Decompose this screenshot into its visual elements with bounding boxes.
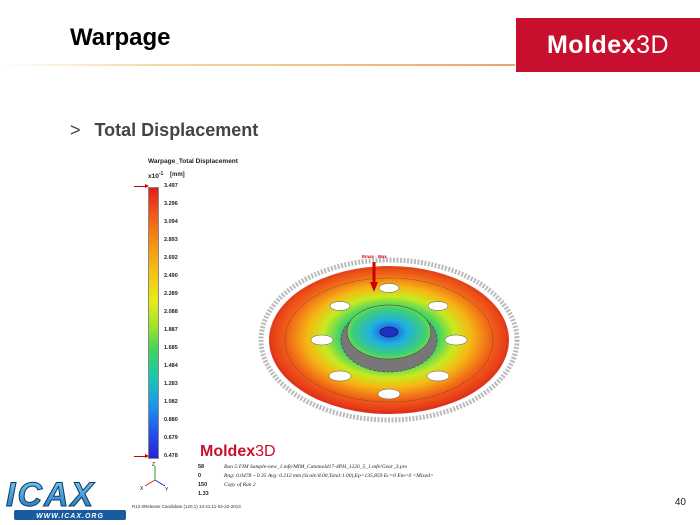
color-bar-tick-label: 2.893 bbox=[164, 237, 178, 243]
bullet-text: Total Displacement bbox=[94, 120, 259, 140]
axis-z-label: Z bbox=[152, 462, 155, 468]
color-bar-tick-label: 1.082 bbox=[164, 399, 178, 405]
color-bar-tick-label: 3.296 bbox=[164, 201, 178, 207]
color-bar-tick-label: 1.283 bbox=[164, 381, 178, 387]
title-divider bbox=[0, 64, 515, 66]
axis-y-label: Y bbox=[165, 487, 169, 492]
color-bar-max-arrow bbox=[134, 184, 149, 188]
run-info-row: 0 Rng: 0.0478 ~ 0.35 Avg: 0.212 mm (Scale… bbox=[198, 473, 434, 479]
release-info: R12.0Release Candidate (120.1) 13:41:11-… bbox=[132, 504, 241, 509]
figure-scale: x10-1 bbox=[148, 171, 164, 181]
color-bar-tick-label: 1.685 bbox=[164, 345, 178, 351]
color-bar bbox=[148, 187, 159, 459]
color-bar-tick-label: 2.490 bbox=[164, 273, 178, 279]
color-bar-tick-label: 2.088 bbox=[164, 309, 178, 315]
figure-title: Warpage_Total Displacement bbox=[148, 158, 238, 165]
axis-x-label: X bbox=[140, 486, 144, 492]
color-bar-tick-label: 3.094 bbox=[164, 219, 178, 225]
page-number: 40 bbox=[674, 497, 686, 508]
color-bar-tick-label: 1.887 bbox=[164, 327, 178, 333]
run-info: 58 Run 5:FIM Sample-new_1.mfe/MIM_Catamol… bbox=[198, 464, 434, 500]
color-bar-tick-label: 0.880 bbox=[164, 417, 178, 423]
bullet-marker: > bbox=[70, 120, 81, 140]
moldex3d-logo-text: Moldex3D bbox=[546, 30, 670, 59]
moldex3d-logo: Moldex3D bbox=[516, 18, 700, 72]
run-info-row: 1.33 bbox=[198, 491, 209, 497]
axis-triad-icon: Z X Y bbox=[140, 462, 169, 492]
icax-url: WWW.ICAX.ORG bbox=[36, 513, 104, 520]
run-info-row: 150 Copy of Run 2 bbox=[198, 482, 256, 488]
slide-title: Warpage bbox=[70, 24, 171, 51]
color-bar-tick-label: 3.497 bbox=[164, 183, 178, 189]
figure-unit: [mm] bbox=[170, 172, 185, 178]
moldex3d-footer-logo: Moldex3D bbox=[200, 443, 276, 460]
warpage-figure: Warpage_Total Displacement x10-1 [mm] 3.… bbox=[130, 150, 570, 515]
color-bar-tick-label: 2.692 bbox=[164, 255, 178, 261]
icax-logo-text: ICAX bbox=[6, 476, 96, 514]
color-bar-min-arrow bbox=[134, 454, 149, 458]
color-bar-tick-label: 1.484 bbox=[164, 363, 178, 369]
color-bar-tick-label: 0.679 bbox=[164, 435, 178, 441]
icax-logo: ICAX WWW.ICAX.ORG bbox=[6, 476, 126, 520]
run-info-row: 58 Run 5:FIM Sample-new_1.mfe/MIM_Catamol… bbox=[198, 464, 408, 470]
gear-model-render bbox=[258, 257, 520, 423]
color-bar-tick-label: 0.478 bbox=[164, 453, 178, 459]
emax-arrow-icon bbox=[370, 262, 378, 292]
bullet-total-displacement: > Total Displacement bbox=[70, 120, 258, 141]
emax-label: Emax · Max bbox=[362, 254, 387, 259]
color-bar-tick-label: 2.289 bbox=[164, 291, 178, 297]
